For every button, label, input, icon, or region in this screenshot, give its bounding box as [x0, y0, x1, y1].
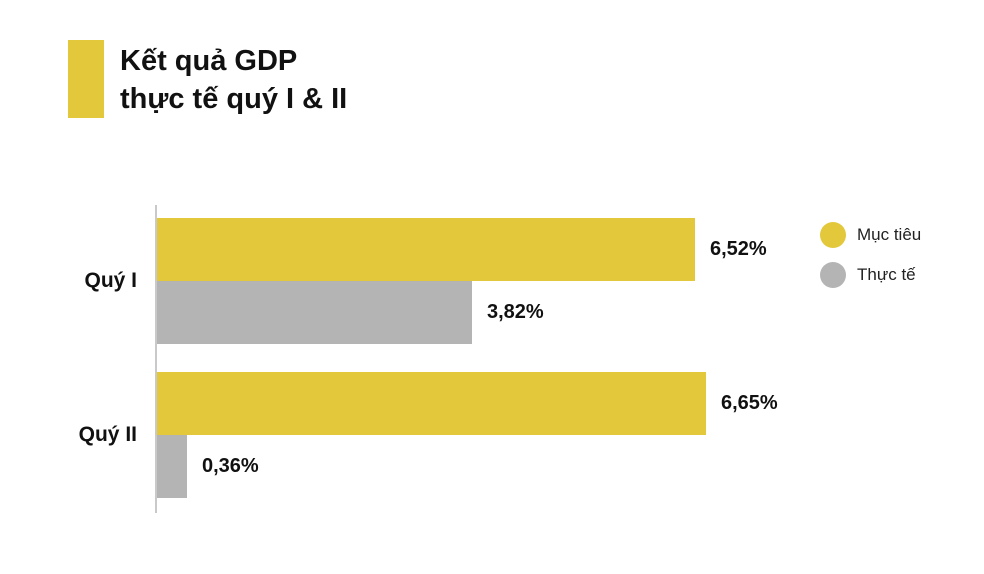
chart-title: Kết quả GDP thực tế quý I & II	[120, 40, 347, 119]
bar-group-quy-1: Quý I 6,52% 3,82%	[15, 218, 965, 344]
y-axis-line	[155, 205, 157, 513]
bar-row-actual-quy-2: 0,36%	[157, 435, 957, 498]
bar-row-target-quy-1: 6,52%	[157, 218, 957, 281]
category-label-quy-1: Quý I	[84, 269, 137, 292]
actual-value-label-quy-2: 0,36%	[202, 455, 259, 477]
legend: Mục tiêu Thực tế	[820, 222, 921, 288]
legend-label-target: Mục tiêu	[857, 225, 922, 244]
bar-chart: Quý I 6,52% 3,82% Quý II 6,65%	[15, 205, 965, 525]
category-label-quy-2: Quý II	[78, 423, 137, 446]
legend-item-actual: Thực tế	[820, 262, 921, 288]
actual-value-label-quy-1: 3,82%	[487, 301, 544, 323]
chart-title-block: Kết quả GDP thực tế quý I & II	[68, 40, 347, 119]
title-accent-bar	[68, 40, 104, 118]
legend-swatch-actual-icon	[820, 262, 846, 288]
chart-title-line-2: thực tế quý I & II	[120, 83, 348, 116]
legend-label-actual: Thực tế	[857, 265, 916, 284]
target-bar-quy-2	[157, 372, 706, 435]
chart-title-line-1: Kết quả GDP	[120, 45, 298, 77]
target-value-label-quy-1: 6,52%	[710, 238, 767, 260]
legend-item-target: Mục tiêu	[820, 222, 921, 248]
target-bar-quy-1	[157, 218, 695, 281]
bars-quy-1: 6,52% 3,82%	[157, 218, 957, 344]
legend-swatch-target-icon	[820, 222, 846, 248]
bar-group-quy-2: Quý II 6,65% 0,36%	[15, 372, 965, 498]
bar-row-target-quy-2: 6,65%	[157, 372, 957, 435]
actual-bar-quy-1	[157, 281, 472, 344]
target-value-label-quy-2: 6,65%	[721, 392, 778, 414]
bars-quy-2: 6,65% 0,36%	[157, 372, 957, 498]
actual-bar-quy-2	[157, 435, 187, 498]
bar-row-actual-quy-1: 3,82%	[157, 281, 957, 344]
